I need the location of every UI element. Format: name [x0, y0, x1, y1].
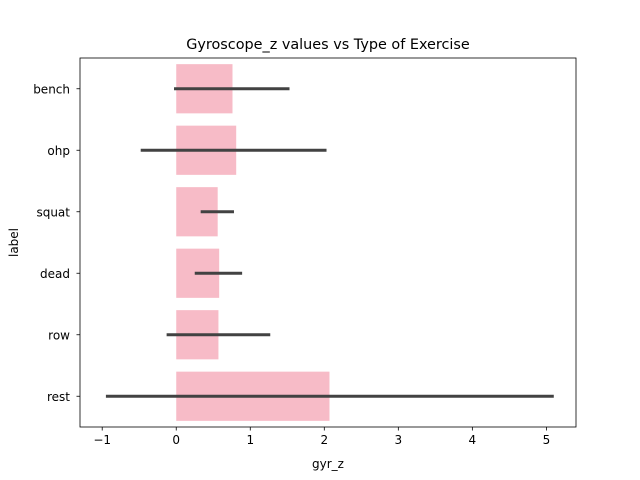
y-tick-label-dead: dead: [40, 267, 70, 281]
x-tick-label-5: 5: [543, 433, 551, 447]
x-tick-label-3: 3: [395, 433, 403, 447]
x-axis-ticks: −1 0 1 2 3 4 5: [93, 427, 550, 447]
plot-area-frame: [79, 57, 577, 428]
y-tick-label-squat: squat: [36, 205, 70, 219]
x-tick-label-2: 2: [320, 433, 328, 447]
x-tick-label-1: 1: [246, 433, 254, 447]
y-tick-label-bench: bench: [33, 82, 70, 96]
x-tick-label--1: −1: [93, 433, 111, 447]
x-tick-label-0: 0: [172, 433, 180, 447]
x-tick-label-4: 4: [469, 433, 477, 447]
chart-title: Gyroscope_z values vs Type of Exercise: [186, 37, 470, 53]
y-tick-label-row: row: [48, 328, 70, 342]
y-axis-label: label: [7, 228, 21, 257]
y-tick-label-ohp: ohp: [47, 144, 70, 158]
error-bars-layer: [105, 87, 554, 398]
y-tick-label-rest: rest: [47, 390, 70, 404]
x-axis-label: gyr_z: [312, 457, 344, 471]
y-axis-ticks: bench ohp squat dead row rest: [33, 82, 80, 404]
